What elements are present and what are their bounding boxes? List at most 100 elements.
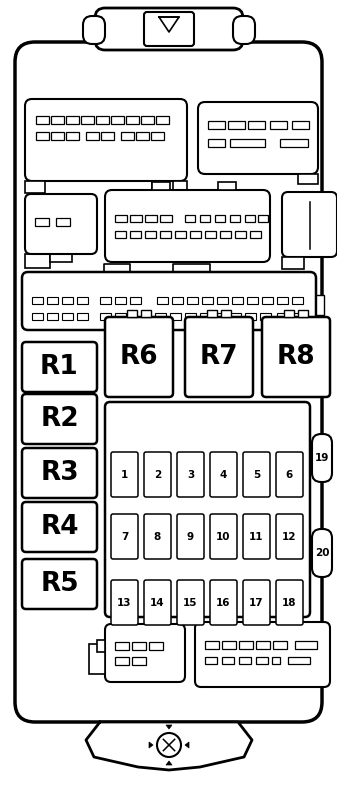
Bar [152,181,166,193]
Bar [157,297,168,304]
Bar [130,215,142,222]
Bar [187,297,198,304]
Bar [284,310,294,317]
Bar [47,313,58,320]
Text: 16: 16 [216,597,231,607]
Bar [170,313,181,320]
Bar [235,231,246,238]
Bar [115,231,126,238]
Text: R6: R6 [120,344,158,370]
Text: 14: 14 [150,597,165,607]
Bar [316,295,324,315]
Bar [149,642,163,650]
Bar [208,121,225,129]
Bar [173,181,187,193]
Bar [151,132,164,140]
FancyBboxPatch shape [15,42,322,722]
Bar [245,614,265,622]
Bar [160,231,171,238]
Bar [207,310,217,317]
Text: 20: 20 [315,548,329,558]
Bar [205,641,219,649]
Text: R2: R2 [40,406,79,432]
Bar [230,139,265,147]
FancyBboxPatch shape [105,317,173,397]
Text: 12: 12 [282,531,297,542]
FancyBboxPatch shape [144,580,171,625]
Bar [202,297,213,304]
Text: R7: R7 [200,344,238,370]
Bar [115,642,129,650]
FancyBboxPatch shape [22,448,97,498]
Bar [245,215,255,222]
Bar [155,313,166,320]
Polygon shape [185,742,189,748]
Text: R3: R3 [40,460,79,486]
FancyBboxPatch shape [243,580,270,625]
Bar [292,121,309,129]
FancyBboxPatch shape [210,452,237,497]
Text: R5: R5 [40,571,79,597]
Bar [121,132,134,140]
Bar [222,641,236,649]
Bar [101,132,114,140]
Bar [232,297,243,304]
FancyBboxPatch shape [195,622,330,687]
Bar [62,313,73,320]
Text: R1: R1 [40,354,79,380]
FancyBboxPatch shape [276,514,303,559]
FancyBboxPatch shape [111,452,138,497]
Bar [50,254,72,262]
Bar [260,313,271,320]
Bar [86,132,99,140]
Bar [272,657,280,664]
Bar [282,257,304,269]
FancyBboxPatch shape [210,580,237,625]
Text: 18: 18 [282,597,297,607]
FancyBboxPatch shape [83,16,105,44]
Bar [100,297,111,304]
Bar [277,297,288,304]
Bar [115,657,129,665]
Bar [89,644,105,674]
Bar [25,181,45,193]
Bar [228,121,245,129]
Bar [256,657,268,664]
Bar [66,116,79,124]
FancyBboxPatch shape [25,194,97,254]
Bar [160,215,172,222]
FancyBboxPatch shape [312,529,332,577]
FancyBboxPatch shape [243,452,270,497]
Bar [205,231,216,238]
Bar [36,116,49,124]
Text: 9: 9 [187,531,194,542]
FancyBboxPatch shape [262,317,330,397]
Bar [245,313,256,320]
Bar [277,313,288,320]
Bar [217,297,228,304]
Bar [51,132,64,140]
Bar [172,297,183,304]
Text: R8: R8 [277,344,315,370]
Bar [200,313,211,320]
FancyBboxPatch shape [95,8,243,50]
Bar [36,132,49,140]
Bar [115,215,127,222]
Bar [250,231,261,238]
FancyBboxPatch shape [144,452,171,497]
FancyBboxPatch shape [22,342,97,392]
Bar [220,231,231,238]
Bar [298,174,318,184]
Text: 15: 15 [183,597,198,607]
Bar [32,313,43,320]
Bar [77,297,88,304]
Bar [97,640,105,652]
Text: 17: 17 [249,597,264,607]
Bar [292,313,303,320]
Bar [239,641,253,649]
Bar [262,297,273,304]
Bar [136,132,149,140]
Bar [132,657,146,665]
FancyBboxPatch shape [210,514,237,559]
Bar [230,215,240,222]
